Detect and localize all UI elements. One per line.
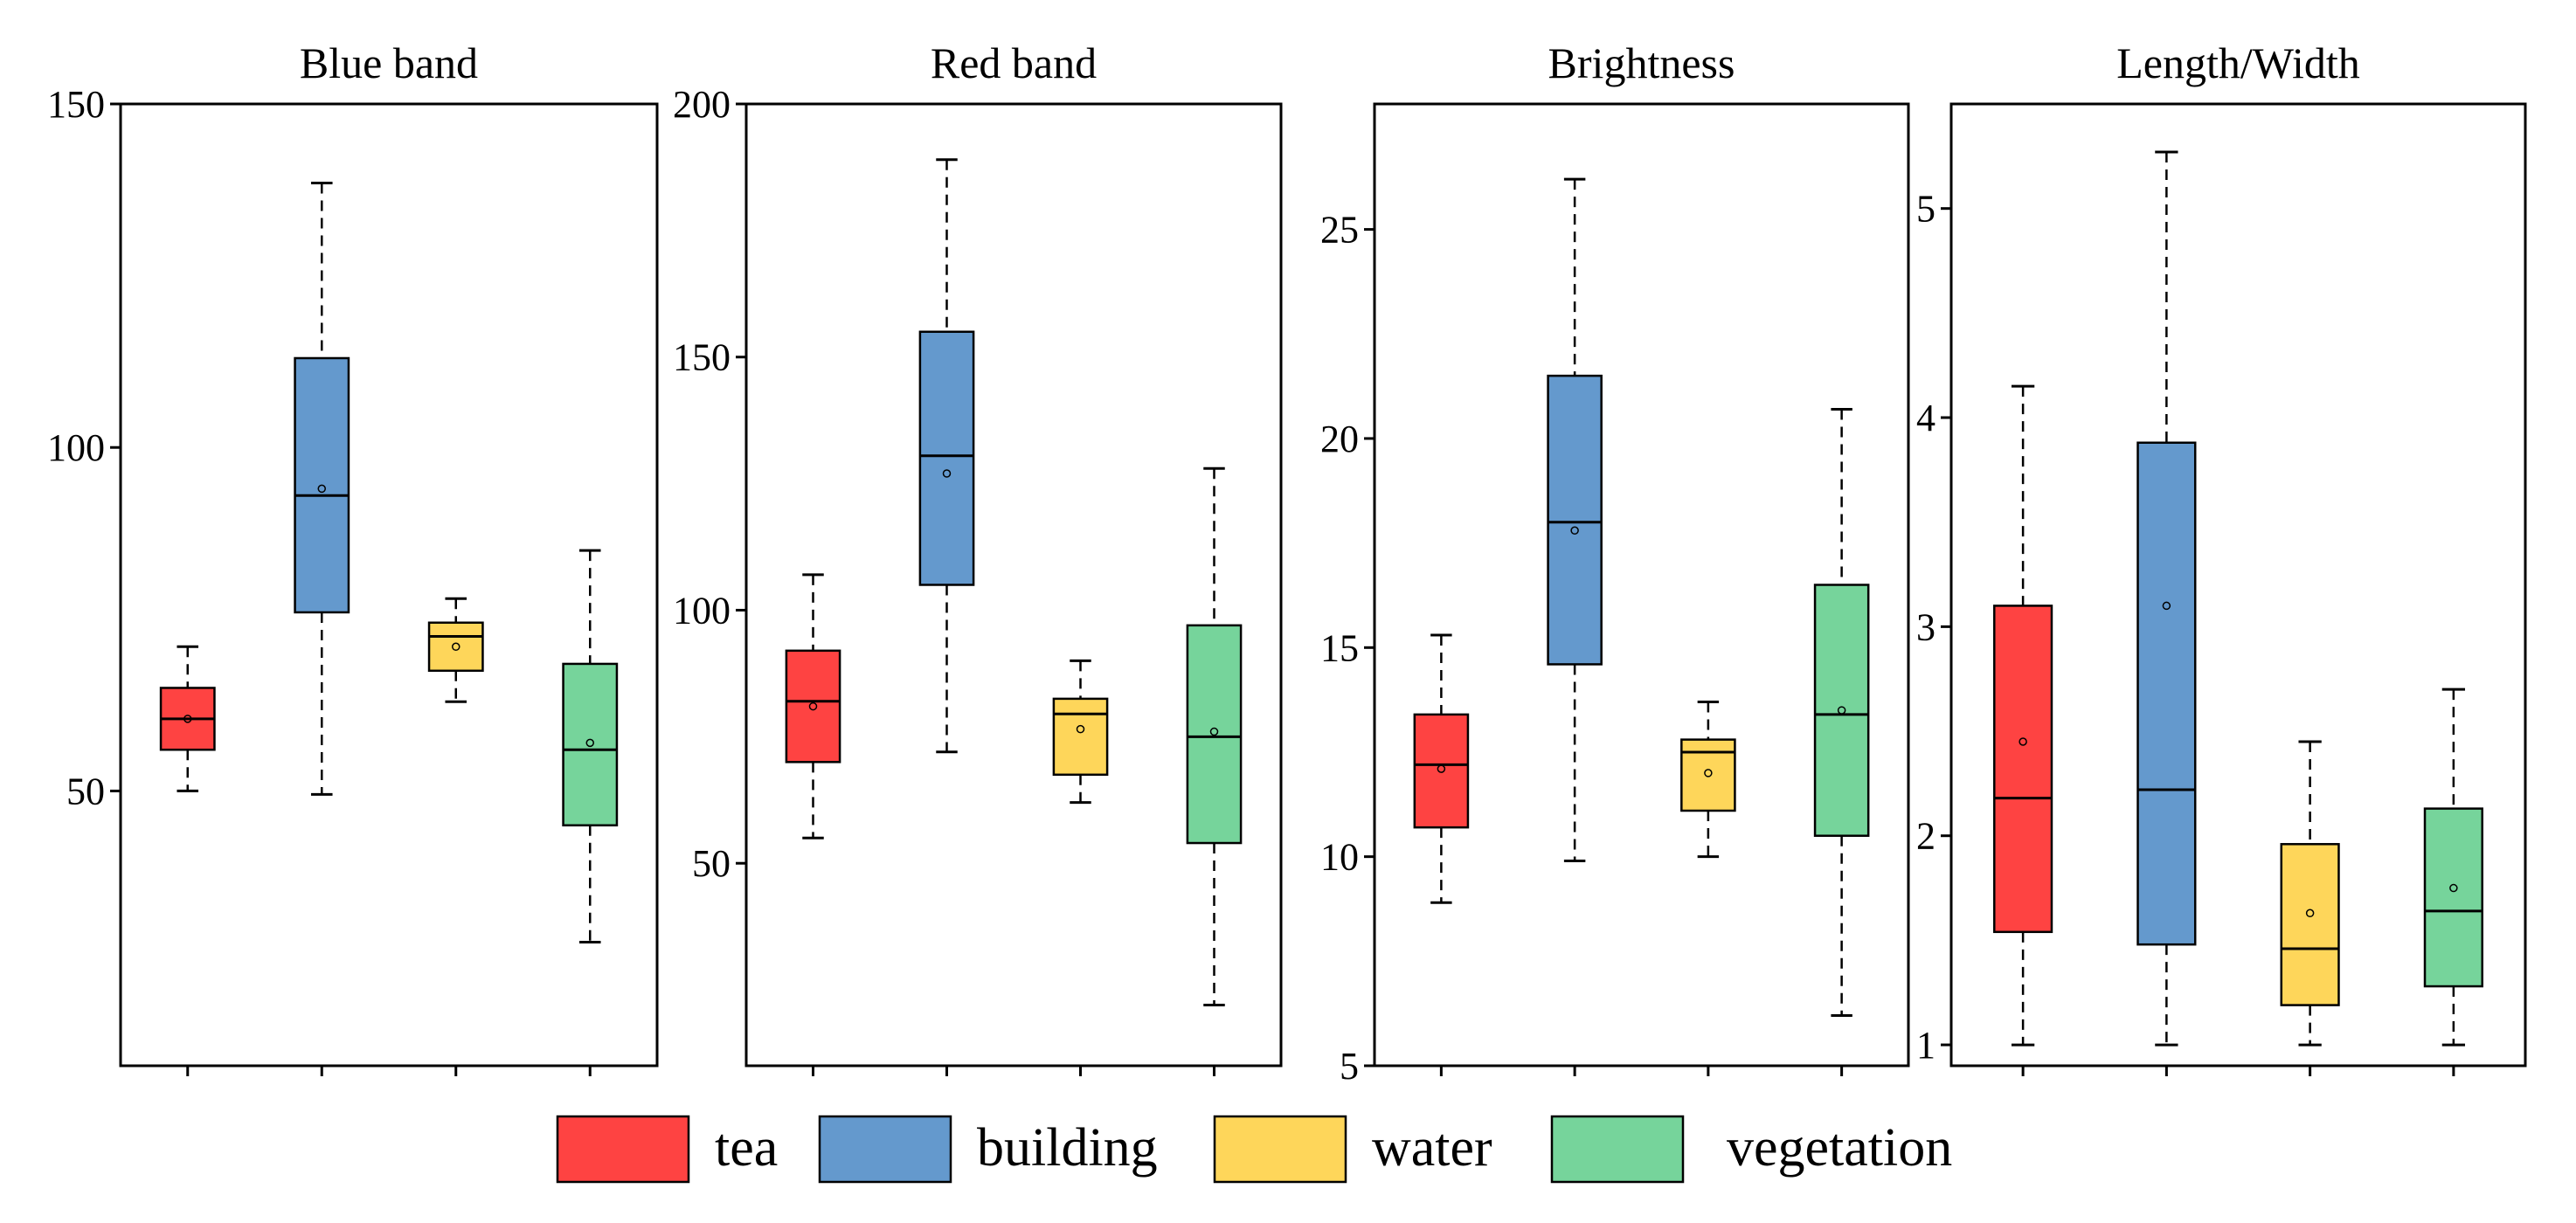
- y-tick-label: 150: [47, 83, 105, 126]
- mean-marker: [2305, 909, 2315, 918]
- iqr-box: [1993, 605, 2053, 934]
- panel-title: Blue band: [300, 38, 478, 87]
- box-building: [1547, 177, 1603, 1076]
- mean-marker: [1209, 727, 1219, 736]
- y-tick-label: 15: [1320, 626, 1359, 669]
- legend: tea building water vegetation: [556, 1115, 1952, 1184]
- box-tea: [1993, 384, 2053, 1076]
- mean-marker: [1570, 526, 1579, 535]
- panel-2: Red band 50 100 150 200: [673, 38, 1283, 1076]
- y-tick-label: 10: [1320, 836, 1359, 879]
- iqr-box: [2136, 441, 2197, 946]
- iqr-box: [1680, 738, 1736, 812]
- y-tick-label: 50: [66, 770, 105, 812]
- iqr-box: [1547, 374, 1603, 666]
- iqr-box: [562, 662, 619, 826]
- legend-item-tea: tea: [556, 1115, 778, 1184]
- mean-marker: [1704, 769, 1713, 777]
- legend-label: building: [977, 1118, 1158, 1178]
- box-water: [1052, 659, 1109, 1076]
- mean-marker: [585, 738, 594, 748]
- y-tick-label: 25: [1320, 209, 1359, 252]
- y-tick-label: 3: [1916, 605, 1935, 648]
- box-vegetation: [1813, 407, 1870, 1076]
- mean-marker: [1437, 764, 1446, 773]
- box-tea: [785, 573, 841, 1076]
- legend-swatch: [818, 1115, 952, 1184]
- legend-swatch: [1550, 1115, 1685, 1184]
- iqr-box: [2280, 843, 2340, 1006]
- y-tick-label: 20: [1320, 418, 1359, 460]
- mean-marker: [2162, 601, 2171, 611]
- mean-marker: [2019, 737, 2027, 746]
- legend-label: water: [1372, 1118, 1492, 1178]
- y-tick-label: 4: [1916, 397, 1935, 439]
- mean-marker: [452, 642, 460, 652]
- legend-label: vegetation: [1727, 1118, 1952, 1178]
- y-tick-label: 150: [673, 336, 731, 379]
- panel-title: Red band: [931, 38, 1097, 87]
- y-tick-label: 50: [692, 842, 731, 885]
- y-tick-label: 5: [1340, 1045, 1359, 1088]
- box-vegetation: [2423, 688, 2483, 1076]
- panel-1: Blue band 50 100 150: [47, 38, 659, 1076]
- legend-swatch: [1213, 1115, 1347, 1184]
- plot-frame: [744, 102, 1283, 1068]
- iqr-box: [1413, 713, 1470, 829]
- mean-marker: [2449, 883, 2458, 893]
- legend-swatch: [556, 1115, 690, 1184]
- iqr-box: [1186, 624, 1243, 845]
- mean-marker: [942, 469, 952, 478]
- box-building: [294, 181, 350, 1076]
- iqr-box: [1813, 584, 1870, 837]
- iqr-box: [427, 621, 484, 673]
- y-tick-label: 1: [1916, 1024, 1935, 1067]
- y-tick-label: 100: [673, 589, 731, 632]
- mean-marker: [317, 484, 326, 494]
- box-water: [2280, 740, 2340, 1076]
- iqr-box: [785, 649, 841, 764]
- panel-title: Length/Width: [2116, 38, 2360, 87]
- box-vegetation: [1186, 466, 1243, 1076]
- plot-frame: [1949, 102, 2527, 1068]
- panel-4: Length/Width 1 2 3 4 5: [1916, 38, 2527, 1076]
- box-water: [1680, 701, 1736, 1076]
- mean-marker: [1076, 724, 1085, 734]
- box-tea: [1413, 633, 1470, 1076]
- plot-frame: [119, 102, 659, 1068]
- mean-marker: [184, 715, 192, 723]
- y-tick-label: 2: [1916, 815, 1935, 858]
- mean-marker: [808, 701, 818, 711]
- mean-marker: [1837, 706, 1846, 715]
- box-water: [427, 597, 484, 1076]
- iqr-box: [1052, 697, 1109, 777]
- panel-title: Brightness: [1548, 38, 1735, 87]
- legend-item-water: water: [1213, 1115, 1492, 1184]
- iqr-box: [2423, 807, 2483, 988]
- plot-frame: [1373, 102, 1910, 1068]
- box-tea: [159, 645, 216, 1076]
- box-building: [918, 158, 975, 1076]
- legend-label: tea: [715, 1118, 778, 1178]
- y-tick-label: 5: [1916, 188, 1935, 231]
- box-vegetation: [562, 549, 619, 1076]
- iqr-box: [918, 330, 975, 586]
- legend-item-vegetation: vegetation: [1550, 1115, 1952, 1184]
- box-building: [2136, 150, 2197, 1076]
- y-tick-label: 200: [673, 83, 731, 126]
- y-tick-label: 100: [47, 426, 105, 469]
- legend-item-building: building: [818, 1115, 1158, 1184]
- panel-3: Brightness 5 10 15 20 25: [1320, 38, 1910, 1088]
